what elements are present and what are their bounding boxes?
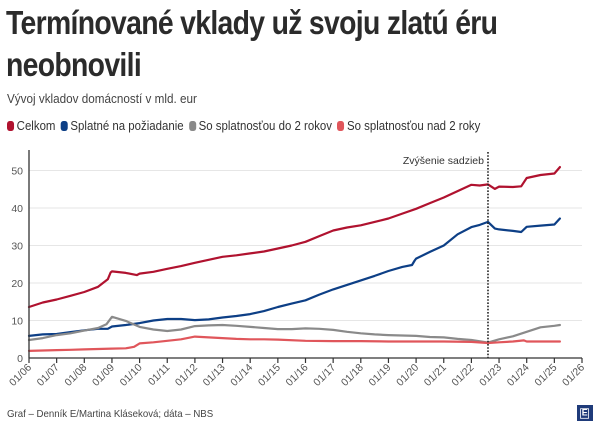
y-tick-label: 10 — [11, 316, 23, 328]
chart-title-line-1: Termínované vklady už svoju zlatú éru — [6, 4, 498, 41]
legend-swatch — [337, 120, 345, 131]
x-tick-label: 01/09 — [90, 362, 117, 389]
x-tick-label: 01/22 — [449, 362, 476, 389]
x-tick-label: 01/14 — [228, 362, 255, 389]
x-tick-label: 01/11 — [146, 362, 173, 389]
denník-e-logo[interactable]: E — [577, 405, 593, 421]
x-tick-label: 01/10 — [118, 362, 145, 389]
chart-title-line-2: neobnovili — [6, 46, 142, 83]
chart-legend: Celkom Splatné na požiadanie So splatnos… — [7, 118, 480, 133]
logo-letter: E — [580, 407, 590, 419]
y-tick-label: 50 — [11, 166, 23, 178]
gridlines — [29, 170, 582, 321]
x-tick-label: 01/07 — [35, 362, 62, 389]
legend-label: Splatné na požiadanie — [70, 118, 184, 133]
series-line-3 — [27, 335, 561, 352]
legend-item-nad-2-roky[interactable]: So splatnosťou nad 2 roky — [337, 118, 480, 133]
x-tick-label: 01/13 — [201, 362, 228, 389]
y-tick-label: 20 — [11, 278, 23, 290]
series-line-0 — [27, 166, 561, 309]
y-tick-label: 30 — [11, 241, 23, 253]
legend-label: So splatnosťou nad 2 roky — [346, 118, 481, 133]
y-tick-label: 0 — [17, 353, 23, 365]
x-tick-label: 01/19 — [367, 362, 394, 389]
annotation-label: Zvýšenie sadzieb — [403, 155, 484, 167]
series-line-1 — [27, 217, 561, 337]
x-tick-label: 01/18 — [339, 362, 366, 389]
chart-subtitle: Vývoj vkladov domácností v mld. eur — [7, 91, 197, 106]
x-tick-label: 01/15 — [256, 362, 283, 389]
x-tick-label: 01/21 — [422, 362, 449, 389]
x-tick-label: 01/12 — [173, 362, 200, 389]
y-tick-label: 40 — [11, 203, 23, 215]
x-tick-label: 01/24 — [505, 362, 532, 389]
series-lines — [27, 166, 561, 352]
legend-item-splatne[interactable]: Splatné na požiadanie — [60, 118, 184, 133]
x-tick-label: 01/26 — [560, 362, 587, 389]
legend-swatch — [188, 120, 196, 131]
annotation: Zvýšenie sadzieb — [403, 152, 489, 358]
x-tick-label: 01/08 — [62, 362, 89, 389]
legend-swatch — [7, 120, 15, 131]
legend-label: So splatnosťou do 2 rokov — [198, 118, 333, 133]
legend-item-celkom[interactable]: Celkom — [7, 118, 55, 133]
legend-swatch — [60, 120, 68, 131]
source-credit: Graf – Denník E/Martina Kláseková; dáta … — [7, 408, 214, 420]
chart-title: Termínované vklady už svoju zlatú éru ne… — [6, 2, 513, 86]
x-tick-label: 01/16 — [284, 362, 311, 389]
x-tick-label: 01/25 — [532, 362, 559, 389]
x-tick-label: 01/20 — [394, 362, 421, 389]
x-tick-label: 01/23 — [477, 362, 504, 389]
x-tick-label: 01/06 — [7, 362, 34, 389]
legend-label: Celkom — [16, 118, 56, 133]
legend-item-do-2-rokov[interactable]: So splatnosťou do 2 rokov — [188, 118, 333, 133]
x-tick-label: 01/17 — [311, 362, 338, 389]
series-line-2 — [27, 315, 561, 344]
